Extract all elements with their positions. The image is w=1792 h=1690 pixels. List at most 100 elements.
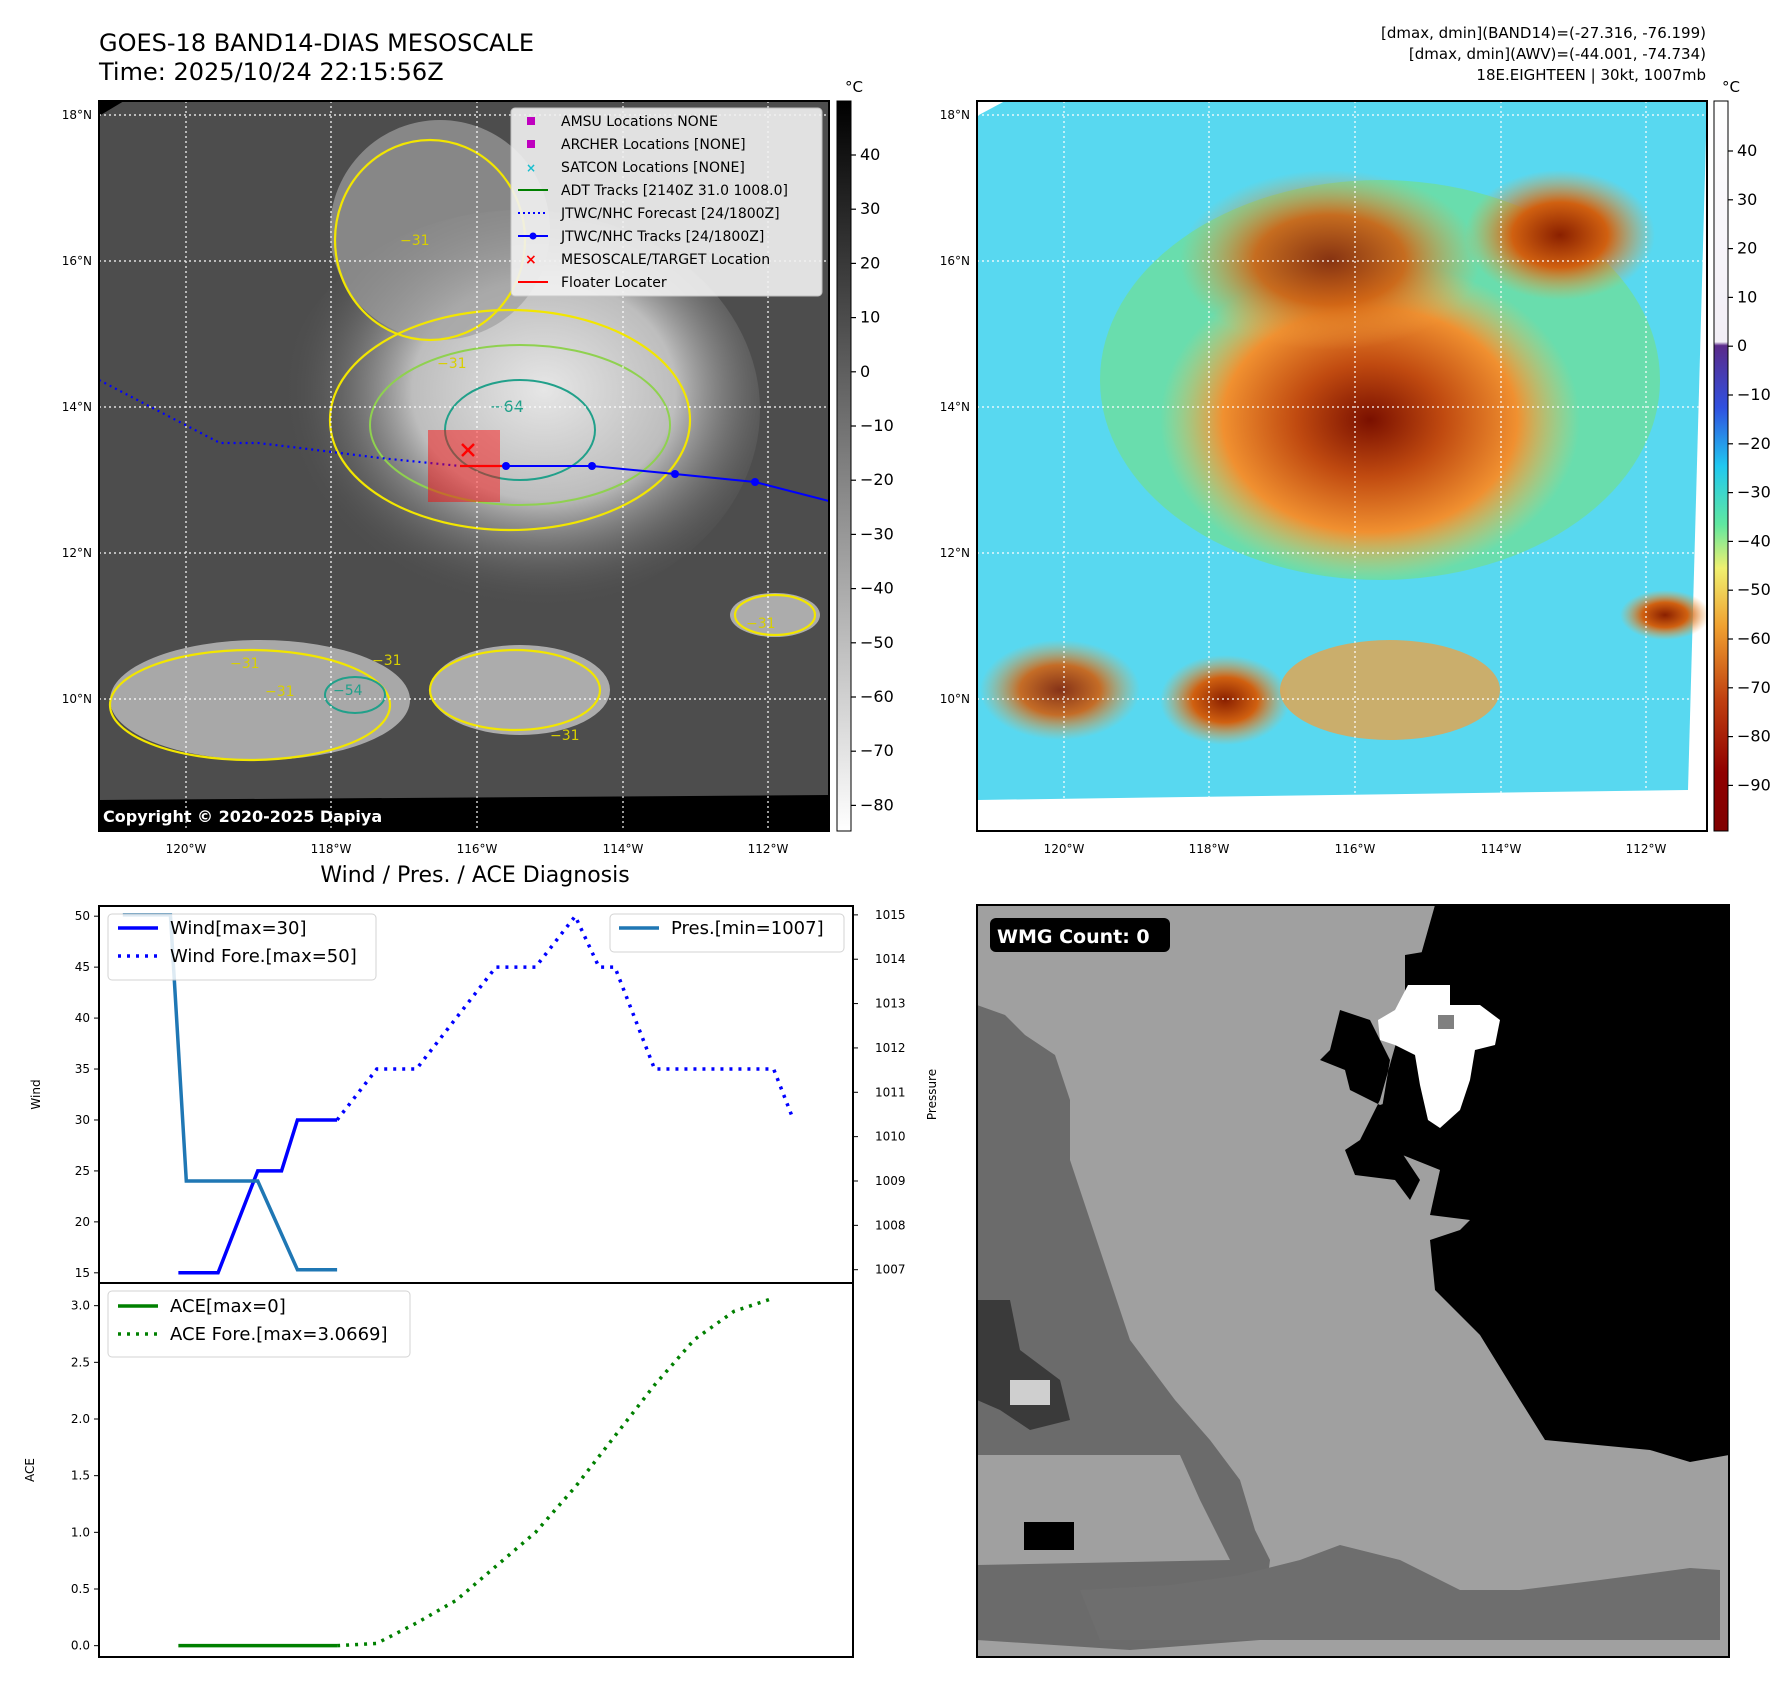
track-point [588, 462, 596, 470]
lon-tick: 116°W [457, 842, 498, 856]
ir-contour-label: −31 [550, 728, 580, 744]
colorbar-tick-label: 10 [860, 308, 880, 327]
awv-cloud-se [1280, 640, 1500, 740]
ir-legend: AMSU Locations NONE ARCHER Locations [NO… [510, 107, 823, 297]
awv-cloud-north [1180, 170, 1480, 350]
colorbar-tick-label: −20 [860, 470, 894, 489]
ir-cloud-north [330, 120, 550, 340]
colorbar-tick-label: 30 [860, 199, 880, 218]
lat-tick: 10°N [62, 692, 92, 706]
colorbar-tick-label: −40 [1737, 531, 1771, 550]
lat-tick: 16°N [940, 254, 970, 268]
legend-label: MESOSCALE/TARGET Location [561, 252, 770, 268]
info-line1: [dmax, dmin](BAND14)=(-27.316, -76.199) [1381, 24, 1706, 42]
wmg-frame [976, 904, 1730, 1658]
ace-y-tick-label: 3.0 [71, 1299, 90, 1313]
colorbar-tick-label: −40 [860, 579, 894, 598]
track-point [751, 478, 759, 486]
awv-map-frame [976, 100, 1708, 832]
awv-cloud-s [1160, 655, 1290, 745]
lon-tick: 118°W [1189, 842, 1230, 856]
awv-panel: 18°N 16°N 14°N 12°N 10°N 120°W 118°W 116… [940, 78, 1771, 856]
wind-y-tick-label: 25 [75, 1164, 90, 1178]
ir-contour-green-main [369, 344, 671, 506]
awv-cloud-ne [1465, 170, 1655, 300]
lat-tick: 14°N [940, 400, 970, 414]
pressure-axis-label: Pressure [925, 1069, 939, 1120]
wind-y-tick-label: 40 [75, 1011, 90, 1025]
colorbar-tick-label: −70 [1737, 678, 1771, 697]
colorbar-tick-label: −50 [860, 633, 894, 652]
ir-contour-yellow-sw [108, 648, 392, 762]
legend-label: JTWC/NHC Forecast [24/1800Z] [560, 206, 780, 222]
lon-tick: 114°W [1481, 842, 1522, 856]
series-line-0 [178, 1118, 338, 1275]
ir-contour-label: −31 [746, 616, 776, 632]
ace-y-tick-label: 1.5 [71, 1469, 90, 1483]
ir-cloud-e [730, 593, 820, 637]
track-point [671, 470, 679, 478]
ace-y-tick-label: 0.0 [71, 1639, 90, 1653]
ir-contour-label: −31 [265, 684, 295, 700]
legend-label: ACE[max=0] [170, 1296, 286, 1317]
ir-contour-label: −31 [230, 656, 260, 672]
colorbar-tick-label: −90 [1737, 775, 1771, 794]
awv-colorbar [1713, 100, 1729, 832]
pressure-y-tick-label: 1015 [875, 908, 906, 922]
awv-cloud-e [1620, 590, 1707, 640]
info-line3: 18E.EIGHTEEN | 30kt, 1007mb [1476, 66, 1706, 84]
copyright-text: Copyright © 2020-2025 Dapiya [103, 807, 382, 826]
wind-axis-label: Wind [29, 1079, 43, 1109]
colorbar-tick-label: −20 [1737, 434, 1771, 453]
ir-contour-label: −31 [372, 653, 402, 669]
ace-y-tick-label: 0.5 [71, 1582, 90, 1596]
target-location-marker [461, 443, 475, 457]
wind-y-tick-label: 15 [75, 1266, 90, 1280]
pressure-y-tick-label: 1013 [875, 997, 906, 1011]
lat-tick: 16°N [62, 254, 92, 268]
wind-y-tick-label: 45 [75, 960, 90, 974]
colorbar-tick-label: −80 [860, 795, 894, 814]
ace-legend-box [107, 1290, 411, 1358]
ace-y-tick-label: 2.5 [71, 1355, 90, 1369]
pressure-y-tick-label: 1011 [875, 1085, 906, 1099]
colorbar-tick-label: −10 [860, 416, 894, 435]
legend-marker-archer [527, 140, 535, 148]
legend-label: ARCHER Locations [NONE] [561, 137, 746, 153]
lat-tick: 10°N [940, 692, 970, 706]
ir-map-frame [98, 100, 830, 832]
colorbar-tick-label: 40 [860, 145, 880, 164]
ir-panel: −31 −31 −31 −31 −31 −64 −31 −31 −54 [62, 78, 894, 856]
awv-colorbar-ticks: 40 30 20 10 0 −10 −20 −30 −40 −50 −60 −70 −80 −90 [1728, 141, 1771, 794]
lat-tick: 12°N [940, 546, 970, 560]
legend-label: Wind Fore.[max=50] [170, 946, 357, 967]
wind-y-tick-label: 20 [75, 1215, 90, 1229]
wmg-count-badge [990, 918, 1170, 952]
awv-colorbar-unit: °C [1722, 78, 1740, 96]
awv-lat-ticks: 18°N 16°N 14°N 12°N 10°N [940, 108, 970, 706]
ir-contour-label: −64 [490, 397, 524, 416]
colorbar-tick-label: −60 [860, 687, 894, 706]
colorbar-tick-label: −10 [1737, 385, 1771, 404]
legend-label: Floater Locater [561, 275, 667, 291]
ir-legend-box [510, 107, 823, 297]
legend-label: AMSU Locations NONE [561, 114, 718, 130]
ace-axis-label: ACE [23, 1458, 37, 1482]
legend-label: Pres.[min=1007] [671, 918, 824, 939]
ir-contour-label: −31 [400, 233, 430, 249]
wmg-panel: WMG Count: 0 [976, 904, 1730, 1658]
colorbar-tick-label: −60 [1737, 629, 1771, 648]
ir-contour-yellow-e [733, 593, 817, 637]
ir-colorbar-ticks: 40 30 20 10 0 −10 −20 −30 −40 −50 −60 −70 −80 [851, 145, 894, 814]
colorbar-tick-label: 20 [860, 253, 880, 272]
lon-tick: 120°W [166, 842, 207, 856]
lat-tick: 18°N [940, 108, 970, 122]
ace-y-tick-label: 2.0 [71, 1412, 90, 1426]
pressure-legend-box [609, 913, 845, 953]
awv-lon-ticks: 120°W 118°W 116°W 114°W 112°W [1044, 842, 1667, 856]
wind-y-tick-label: 35 [75, 1062, 90, 1076]
legend-label: ACE Fore.[max=3.0669] [170, 1324, 388, 1345]
legend-marker-satcon: × [526, 161, 536, 175]
legend-marker-amsu [527, 117, 535, 125]
